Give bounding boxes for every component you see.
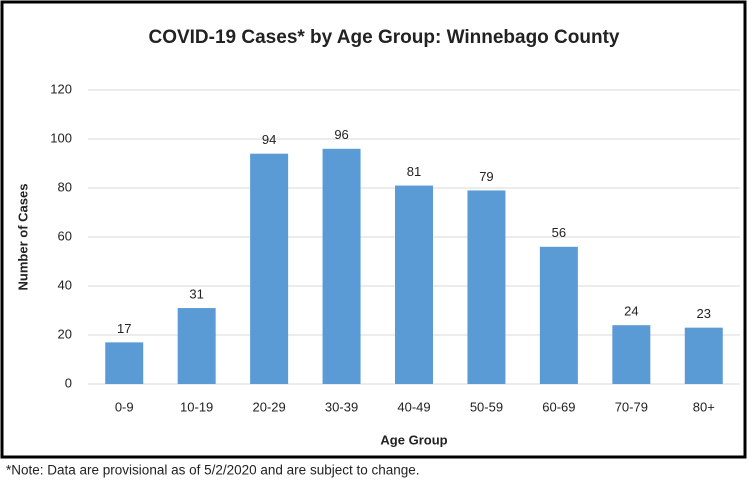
x-tick-label: 20-29: [252, 399, 285, 414]
x-tick-label: 80+: [693, 399, 715, 414]
x-axis-label: Age Group: [380, 432, 447, 447]
x-tick-label: 40-49: [397, 399, 430, 414]
y-tick-label: 20: [58, 326, 72, 341]
chart-frame: [0, 0, 747, 459]
x-tick-label: 0-9: [115, 399, 134, 414]
y-tick-label: 120: [50, 81, 72, 96]
data-label: 96: [334, 127, 348, 142]
bar: [322, 148, 361, 384]
data-label: 56: [552, 225, 566, 240]
y-tick-label: 60: [58, 228, 72, 243]
x-tick-label: 50-59: [470, 399, 503, 414]
x-tick-label: 10-19: [180, 399, 213, 414]
data-label: 79: [479, 169, 493, 184]
bar: [539, 246, 578, 384]
y-tick-label: 0: [65, 375, 72, 390]
note: *Note: Data are provisional as of 5/2/20…: [6, 463, 420, 478]
y-axis-label: Number of Cases: [15, 184, 30, 291]
bar: [395, 185, 433, 384]
y-tick-label: 100: [50, 130, 72, 145]
data-label: 23: [697, 306, 711, 321]
bar: [684, 327, 723, 384]
data-label: 31: [189, 286, 203, 301]
x-tick-label: 30-39: [325, 399, 358, 414]
x-tick-label: 70-79: [615, 399, 648, 414]
data-label: 81: [407, 164, 421, 179]
data-label: 94: [262, 132, 276, 147]
data-label: 24: [624, 304, 638, 319]
bar: [250, 153, 289, 384]
x-tick-label: 60-69: [542, 399, 575, 414]
bar: [612, 325, 651, 384]
y-tick-label: 80: [58, 179, 72, 194]
bar: [467, 190, 506, 384]
bar: [177, 308, 216, 384]
data-label: 17: [117, 321, 131, 336]
y-tick-label: 40: [58, 277, 72, 292]
chart-title: COVID-19 Cases* by Age Group: Winnebago …: [148, 27, 619, 48]
bar: [105, 342, 144, 384]
